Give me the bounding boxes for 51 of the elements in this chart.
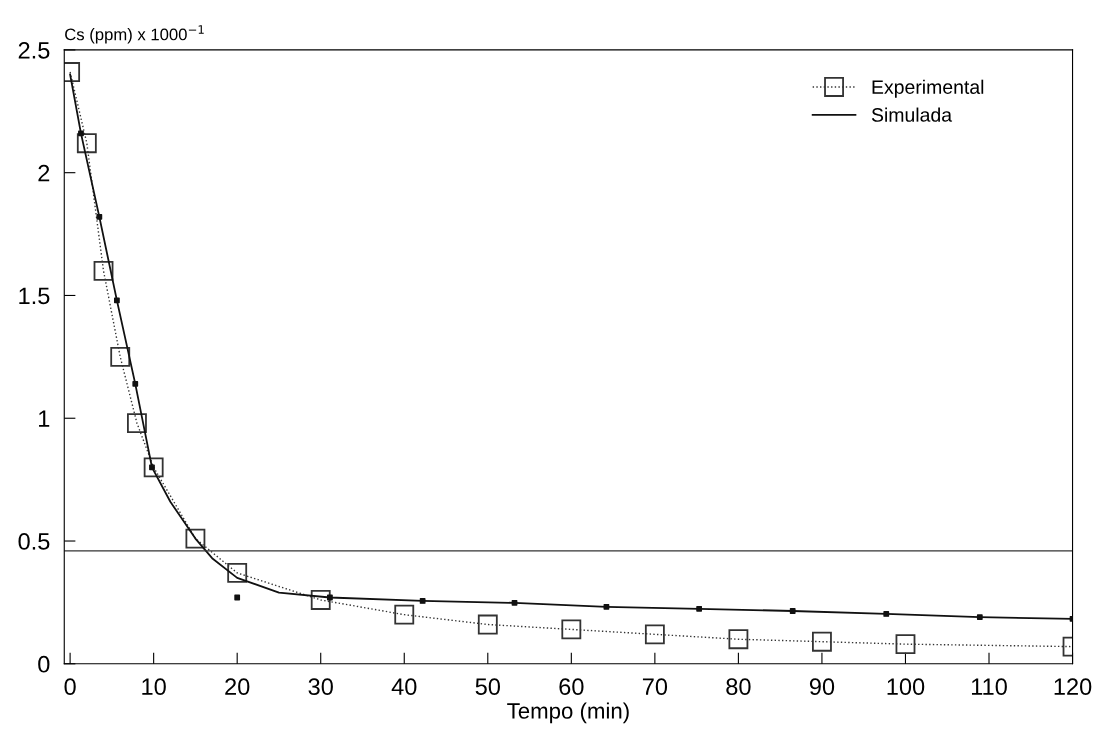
- y-tick-label: 1.5: [19, 287, 50, 305]
- point: [227, 563, 248, 583]
- point: [561, 619, 582, 640]
- point: [143, 457, 164, 478]
- point: [644, 624, 665, 645]
- point: [883, 611, 890, 617]
- point: [728, 629, 749, 650]
- x-tick-label: 60: [559, 678, 584, 696]
- point: [127, 413, 147, 434]
- y-tick-label: 2.5: [18, 41, 50, 59]
- x-tick-label: 20: [225, 678, 250, 696]
- point: [234, 594, 241, 601]
- point: [812, 631, 832, 652]
- point: [511, 600, 518, 606]
- y-axis-title: Cs (ppm) x 1000$^{−1}$: [65, 25, 204, 44]
- point: [76, 133, 97, 154]
- y-tick-label: 2: [38, 164, 50, 182]
- x-tick-label: 120: [1054, 678, 1092, 696]
- legend-label: Simulada: [871, 107, 953, 122]
- point: [185, 528, 206, 549]
- point: [327, 594, 333, 601]
- point: [895, 634, 916, 655]
- legend-label: Experimental: [872, 79, 984, 98]
- point: [696, 605, 703, 612]
- point: [132, 380, 139, 387]
- y-tick-label: 0: [38, 655, 50, 673]
- point: [310, 590, 331, 610]
- x-axis-title: Tempo (min): [507, 702, 629, 724]
- point: [110, 346, 131, 367]
- point: [96, 213, 103, 220]
- point: [789, 608, 796, 614]
- x-tick-label: 110: [971, 678, 1007, 696]
- point: [93, 260, 114, 281]
- point: [603, 603, 610, 610]
- x-tick-label: 0: [64, 678, 76, 696]
- point: [976, 614, 983, 621]
- y-tick-label: 0.5: [18, 533, 50, 550]
- point: [419, 598, 426, 604]
- x-tick-label: 50: [475, 678, 500, 696]
- x-tick-label: 30: [308, 678, 333, 696]
- x-tick-label: 80: [726, 678, 751, 696]
- x-tick-label: 90: [809, 678, 835, 696]
- x-tick-label: 40: [391, 678, 417, 696]
- x-tick-label: 10: [142, 678, 166, 696]
- x-tick-label: 100: [887, 678, 925, 696]
- point: [394, 604, 415, 625]
- point: [477, 614, 498, 635]
- y-tick-label: 1: [39, 410, 50, 427]
- point: [114, 297, 120, 304]
- point: [78, 130, 84, 137]
- x-tick-label: 70: [642, 678, 668, 696]
